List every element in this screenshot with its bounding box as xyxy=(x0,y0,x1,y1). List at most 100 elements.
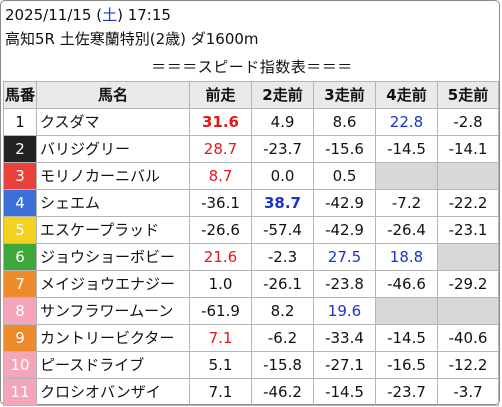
table-row: 2 バリジグリー 28.7 -23.7 -15.6 -14.5 -14.1 xyxy=(3,135,499,163)
table-row: 6 ジョウショーボビー 21.6 -2.3 27.5 18.8 xyxy=(3,243,499,271)
speed-index-cell: -42.9 xyxy=(313,216,376,244)
speed-index-cell: -22.2 xyxy=(437,189,499,217)
speed-index-cell: -14.5 xyxy=(313,378,376,406)
speed-index-cell: -23.1 xyxy=(437,216,499,244)
horse-name: バリジグリー xyxy=(36,135,190,163)
speed-index-cell: -36.1 xyxy=(189,189,252,217)
speed-index-cell: -40.6 xyxy=(437,324,499,352)
table-row: 3 モリノカーニバル 8.7 0.0 0.5 xyxy=(3,162,499,190)
race-datetime: 2025/11/15 (土) 17:15 xyxy=(5,4,171,26)
speed-index-cell: 19.6 xyxy=(313,297,376,325)
horse-name: メイジョウエナジー xyxy=(36,270,190,298)
horse-name: サンフラワームーン xyxy=(36,297,190,325)
horse-number: 5 xyxy=(3,216,37,244)
speed-index-cell: 8.6 xyxy=(313,108,376,136)
speed-index-cell xyxy=(437,162,499,190)
speed-index-cell: -23.7 xyxy=(251,135,314,163)
table-row: 11 クロシオバンザイ 7.1 -46.2 -14.5 -23.7 -3.7 xyxy=(3,378,499,406)
col-header-name: 馬名 xyxy=(36,81,190,109)
speed-index-cell: 31.6 xyxy=(189,108,252,136)
horse-name: カントリービクター xyxy=(36,324,190,352)
col-header-4th: 4走前 xyxy=(375,81,438,109)
speed-index-cell: -12.2 xyxy=(437,351,499,379)
col-header-number: 馬番 xyxy=(3,81,37,109)
speed-index-cell: 4.9 xyxy=(251,108,314,136)
speed-index-cell xyxy=(375,162,438,190)
horse-number: 7 xyxy=(3,270,37,298)
table-row: 1 クスダマ 31.6 4.9 8.6 22.8 -2.8 xyxy=(3,108,499,136)
speed-index-cell: -14.1 xyxy=(437,135,499,163)
table-row: 8 サンフラワームーン -61.9 8.2 19.6 xyxy=(3,297,499,325)
speed-index-cell: -29.2 xyxy=(437,270,499,298)
horse-number: 3 xyxy=(3,162,37,190)
col-header-last: 前走 xyxy=(189,81,252,109)
speed-index-cell: -15.6 xyxy=(313,135,376,163)
horse-name: クロシオバンザイ xyxy=(36,378,190,406)
speed-index-cell: -33.4 xyxy=(313,324,376,352)
table-row: 7 メイジョウエナジー 1.0 -26.1 -23.8 -46.6 -29.2 xyxy=(3,270,499,298)
col-header-3rd: 3走前 xyxy=(313,81,376,109)
speed-index-cell: -2.3 xyxy=(251,243,314,271)
speed-index-cell: -27.1 xyxy=(313,351,376,379)
speed-index-cell: -23.8 xyxy=(313,270,376,298)
horse-number: 10 xyxy=(3,351,37,379)
horse-name: エスケープラッド xyxy=(36,216,190,244)
speed-index-cell: -2.8 xyxy=(437,108,499,136)
speed-index-cell: -15.8 xyxy=(251,351,314,379)
speed-index-cell: -46.6 xyxy=(375,270,438,298)
race-name: 高知5R 土佐寒蘭特別(2歳) ダ1600m xyxy=(5,30,259,48)
speed-index-cell: 27.5 xyxy=(313,243,376,271)
speed-index-cell: 8.7 xyxy=(189,162,252,190)
col-header-5th: 5走前 xyxy=(437,81,499,109)
speed-index-cell: -26.4 xyxy=(375,216,438,244)
horse-number: 1 xyxy=(3,108,37,136)
speed-index-cell: -46.2 xyxy=(251,378,314,406)
speed-index-cell: 1.0 xyxy=(189,270,252,298)
horse-number: 4 xyxy=(3,189,37,217)
weekday: 土 xyxy=(102,6,118,24)
speed-index-cell: -26.1 xyxy=(251,270,314,298)
speed-index-cell: 38.7 xyxy=(251,189,314,217)
speed-index-cell: -7.2 xyxy=(375,189,438,217)
speed-index-cell: -14.5 xyxy=(375,135,438,163)
speed-index-cell: -14.5 xyxy=(375,324,438,352)
speed-index-cell: 22.8 xyxy=(375,108,438,136)
horse-number: 8 xyxy=(3,297,37,325)
horse-name: ジョウショーボビー xyxy=(36,243,190,271)
speed-index-cell xyxy=(375,297,438,325)
table-row: 4 シェエム -36.1 38.7 -42.9 -7.2 -22.2 xyxy=(3,189,499,217)
date-suffix: ) 17:15 xyxy=(117,6,171,24)
horse-number: 11 xyxy=(3,378,37,406)
horse-name: モリノカーニバル xyxy=(36,162,190,190)
table-row: 10 ピースドライブ 5.1 -15.8 -27.1 -16.5 -12.2 xyxy=(3,351,499,379)
speed-index-cell: -61.9 xyxy=(189,297,252,325)
horse-name: ピースドライブ xyxy=(36,351,190,379)
horse-name: クスダマ xyxy=(36,108,190,136)
speed-index-cell: -16.5 xyxy=(375,351,438,379)
speed-index-cell: -6.2 xyxy=(251,324,314,352)
horse-name: シェエム xyxy=(36,189,190,217)
speed-index-cell: -26.6 xyxy=(189,216,252,244)
speed-index-cell: 5.1 xyxy=(189,351,252,379)
speed-index-cell: -57.4 xyxy=(251,216,314,244)
speed-index-cell: 21.6 xyxy=(189,243,252,271)
horse-number: 6 xyxy=(3,243,37,271)
table-row: 5 エスケープラッド -26.6 -57.4 -42.9 -26.4 -23.1 xyxy=(3,216,499,244)
speed-index-cell: -42.9 xyxy=(313,189,376,217)
speed-index-cell xyxy=(437,297,499,325)
speed-index-cell xyxy=(437,243,499,271)
horse-number: 9 xyxy=(3,324,37,352)
speed-index-cell: 0.5 xyxy=(313,162,376,190)
col-header-2nd: 2走前 xyxy=(251,81,314,109)
table-header-row: 馬番 馬名 前走 2走前 3走前 4走前 5走前 xyxy=(3,81,499,109)
speed-index-cell: -23.7 xyxy=(375,378,438,406)
speed-index-table: 馬番 馬名 前走 2走前 3走前 4走前 5走前 1 クスダマ 31.6 4.9 8.6… xyxy=(3,81,499,406)
speed-index-cell: 7.1 xyxy=(189,378,252,406)
speed-index-cell: -3.7 xyxy=(437,378,499,406)
speed-index-cell: 7.1 xyxy=(189,324,252,352)
speed-index-cell: 8.2 xyxy=(251,297,314,325)
date-prefix: 2025/11/15 ( xyxy=(5,6,103,24)
speed-index-cell: 18.8 xyxy=(375,243,438,271)
horse-number: 2 xyxy=(3,135,37,163)
